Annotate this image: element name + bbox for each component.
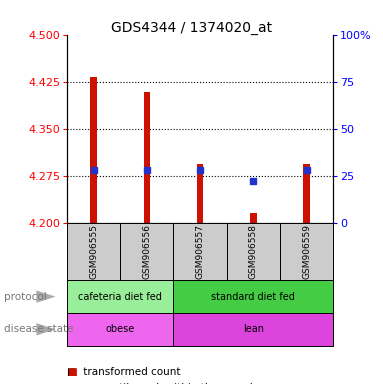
Bar (280, 223, 333, 280)
Text: standard diet fed: standard diet fed (211, 291, 295, 302)
Bar (173, 280, 333, 313)
Text: obese: obese (106, 324, 135, 334)
Text: GSM906555: GSM906555 (89, 224, 98, 279)
Bar (303, 164, 310, 223)
Bar (144, 92, 150, 223)
Text: disease state: disease state (4, 324, 73, 334)
Text: protocol: protocol (4, 291, 47, 302)
Bar (173, 313, 333, 346)
Bar (90, 77, 97, 223)
Text: GDS4344 / 1374020_at: GDS4344 / 1374020_at (111, 21, 272, 35)
Bar (197, 164, 203, 223)
Polygon shape (36, 323, 56, 336)
Polygon shape (36, 290, 56, 303)
Text: GSM906557: GSM906557 (196, 224, 205, 279)
Bar (67, 280, 173, 313)
Bar (173, 223, 227, 280)
Text: cafeteria diet fed: cafeteria diet fed (79, 291, 162, 302)
Bar (120, 223, 173, 280)
Bar (67, 223, 120, 280)
Text: lean: lean (243, 324, 264, 334)
Bar (67, 313, 173, 346)
Bar (227, 223, 280, 280)
Text: ■  transformed count: ■ transformed count (67, 367, 180, 377)
Text: ■: ■ (67, 383, 77, 384)
Bar (250, 214, 257, 223)
Text: ■  percentile rank within the sample: ■ percentile rank within the sample (67, 383, 259, 384)
Text: GSM906559: GSM906559 (302, 224, 311, 279)
Text: GSM906558: GSM906558 (249, 224, 258, 279)
Text: GSM906556: GSM906556 (142, 224, 151, 279)
Text: ■: ■ (67, 367, 77, 377)
